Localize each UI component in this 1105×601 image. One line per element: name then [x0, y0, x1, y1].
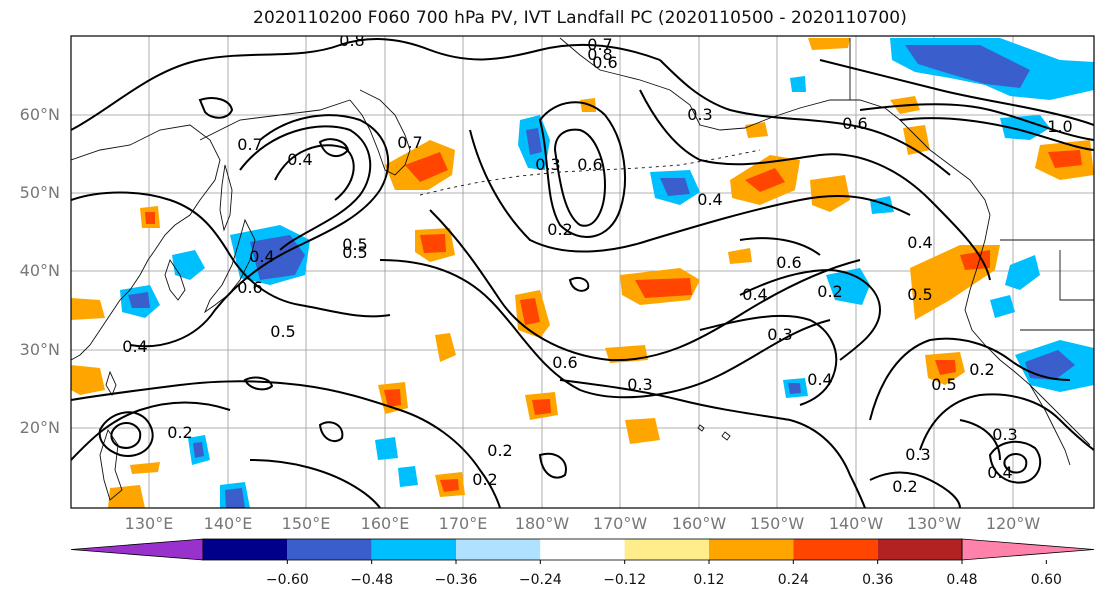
- map-plot-area: 0.80.70.60.40.70.50.30.20.40.60.40.20.30…: [71, 31, 1094, 508]
- contour-label: 0.2: [817, 282, 842, 301]
- contour-label: 0.7: [587, 35, 612, 54]
- latitude-label: 40°N: [19, 261, 60, 280]
- chart-title: 2020110200 F060 700 hPa PV, IVT Landfall…: [253, 8, 907, 28]
- colorbar: [70, 538, 1095, 564]
- contour-label: 0.8: [339, 31, 364, 50]
- pv-contours: [71, 37, 1094, 508]
- colorbar-segment: [203, 539, 288, 560]
- contour-label: 0.4: [742, 285, 767, 304]
- contour-label: 0.5: [931, 375, 956, 394]
- contour-labels: 0.80.70.60.40.70.50.30.20.40.60.40.20.30…: [122, 31, 1072, 496]
- colorbar-tick-label: −0.24: [518, 572, 562, 588]
- contour-label: 0.6: [577, 155, 602, 174]
- contour-label: 0.3: [767, 325, 792, 344]
- contour-label: 0.4: [807, 370, 832, 389]
- colorbar-extend-high: [961, 538, 1095, 561]
- colorbar-segment: [709, 539, 794, 560]
- contour-label: 0.5: [342, 243, 367, 262]
- contour-label: 0.3: [992, 425, 1017, 444]
- contour-label: 0.6: [552, 353, 577, 372]
- contour-label: 0.3: [687, 105, 712, 124]
- contour-label: 0.7: [237, 135, 262, 154]
- longitude-label: 140°E: [203, 514, 253, 533]
- longitude-label: 160°W: [671, 514, 727, 533]
- longitude-label: 130°E: [124, 514, 174, 533]
- contour-label: 0.2: [487, 441, 512, 460]
- contour-label: 0.5: [342, 235, 367, 254]
- coastlines: [71, 37, 1094, 501]
- contour-label: 1.0: [1047, 117, 1072, 136]
- colorbar-tick-label: −0.48: [350, 572, 394, 588]
- longitude-label: 120°W: [985, 514, 1041, 533]
- contour-label: 0.4: [249, 247, 274, 266]
- colorbar-segment: [371, 539, 456, 560]
- latitude-label: 60°N: [19, 105, 60, 124]
- contour-label: 0.2: [167, 423, 192, 442]
- colorbar-segment: [456, 539, 541, 560]
- colorbar-tick-label: 0.48: [946, 572, 978, 588]
- longitude-label: 150°E: [281, 514, 331, 533]
- longitude-label: 170°E: [438, 514, 488, 533]
- contour-label: 0.2: [969, 360, 994, 379]
- longitude-label: 180°W: [514, 514, 570, 533]
- contour-label: 0.2: [547, 220, 572, 239]
- colorbar-extend-low: [70, 538, 204, 561]
- colorbar-tick-label: 0.36: [862, 572, 894, 588]
- contour-label: 0.4: [122, 337, 147, 356]
- contour-label: 0.4: [907, 233, 932, 252]
- colorbar-segment: [540, 539, 625, 560]
- colorbar-segment: [287, 539, 372, 560]
- contour-label: 0.7: [397, 133, 422, 152]
- contour-label: 0.4: [987, 463, 1012, 482]
- contour-label: 0.2: [892, 477, 917, 496]
- contour-label: 0.5: [270, 322, 295, 341]
- colorbar-tick-label: 0.12: [693, 572, 725, 588]
- colorbar-tick-label: −0.36: [434, 572, 478, 588]
- contour-label: 0.3: [627, 375, 652, 394]
- contour-label: 0.2: [472, 470, 497, 489]
- colorbar-tick-label: −0.12: [603, 572, 647, 588]
- latitude-label: 50°N: [19, 183, 60, 202]
- latitude-label: 30°N: [19, 340, 60, 359]
- colorbar-tick-label: 0.60: [1030, 572, 1062, 588]
- longitude-label: 160°E: [360, 514, 410, 533]
- contour-label: 0.3: [905, 445, 930, 464]
- contour-label: 0.5: [907, 285, 932, 304]
- contour-label: 0.6: [237, 278, 262, 297]
- longitude-label: 170°W: [592, 514, 648, 533]
- colorbar-tick-label: 0.24: [777, 572, 809, 588]
- contour-label: 0.4: [287, 150, 312, 169]
- map-frame: [70, 35, 1095, 509]
- pc-shading: [71, 38, 1094, 508]
- colorbar-segment: [877, 539, 962, 560]
- contour-label: 0.6: [842, 114, 867, 133]
- colorbar-tick-label: −0.60: [265, 572, 309, 588]
- longitude-label: 140°W: [828, 514, 884, 533]
- longitude-label: 150°W: [749, 514, 805, 533]
- contour-label: 0.6: [592, 53, 617, 72]
- latitude-label: 20°N: [19, 418, 60, 437]
- contour-label: 0.4: [697, 190, 722, 209]
- contour-label: 0.8: [587, 45, 612, 64]
- contour-label: 0.3: [535, 155, 560, 174]
- colorbar-segment: [624, 539, 709, 560]
- contour-label: 0.6: [776, 253, 801, 272]
- colorbar-segment: [793, 539, 878, 560]
- longitude-label: 130°W: [906, 514, 962, 533]
